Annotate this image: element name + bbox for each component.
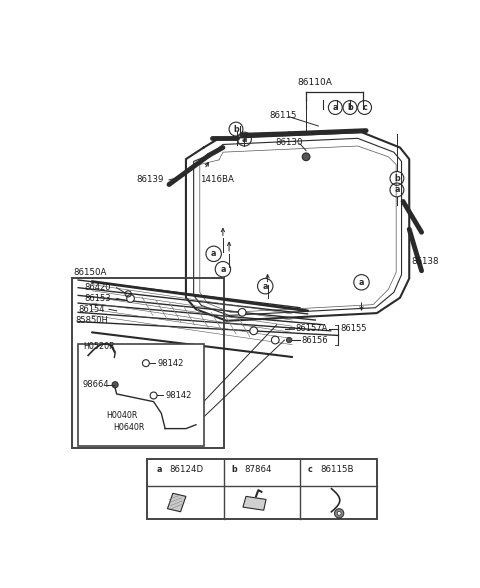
Polygon shape [243,496,266,510]
Circle shape [302,153,310,161]
Text: 86420: 86420 [84,283,111,292]
Circle shape [337,512,341,515]
Bar [72,279,225,448]
Text: a: a [359,278,364,287]
Text: 86153: 86153 [84,294,111,303]
Bar [147,459,377,519]
Text: H0640R: H0640R [114,423,145,432]
Text: 86130: 86130 [275,138,303,146]
Text: 86155: 86155 [340,324,366,333]
Text: 86150A: 86150A [73,268,107,277]
Circle shape [250,327,258,335]
Text: 86115: 86115 [269,111,297,120]
Text: 86138: 86138 [411,257,439,266]
Text: c: c [362,103,367,112]
Circle shape [112,382,118,388]
Text: 86156: 86156 [301,336,328,345]
Text: a: a [211,249,216,258]
Circle shape [271,336,279,344]
Text: 98142: 98142 [157,359,184,368]
Text: 86110A: 86110A [298,78,333,88]
Bar [78,344,204,446]
Text: 1416BA: 1416BA [200,175,234,185]
Polygon shape [168,493,186,512]
Text: 98142: 98142 [165,391,192,400]
Text: H0520R: H0520R [83,342,114,350]
Text: 86154: 86154 [78,305,105,314]
Text: a: a [156,465,162,474]
Text: b: b [231,465,237,474]
Bar [289,327,294,329]
Circle shape [238,309,246,316]
Circle shape [335,509,344,518]
Text: a: a [220,265,226,274]
Text: 86139: 86139 [137,175,164,185]
Text: 86124D: 86124D [169,465,203,474]
Text: a: a [263,282,268,290]
Text: b: b [394,174,400,183]
Text: b: b [347,103,353,112]
Text: a: a [242,135,247,143]
Text: 85850H: 85850H [75,316,108,325]
Text: a: a [333,103,338,112]
Text: 86157A: 86157A [295,324,328,333]
Text: b: b [233,125,239,133]
Text: H0040R: H0040R [106,411,137,420]
Text: a: a [394,185,400,195]
Circle shape [127,295,134,302]
Text: 86115B: 86115B [320,465,353,474]
Text: 87864: 87864 [244,465,272,474]
Text: 98664: 98664 [83,380,109,389]
Text: c: c [308,465,312,474]
Circle shape [287,338,292,343]
